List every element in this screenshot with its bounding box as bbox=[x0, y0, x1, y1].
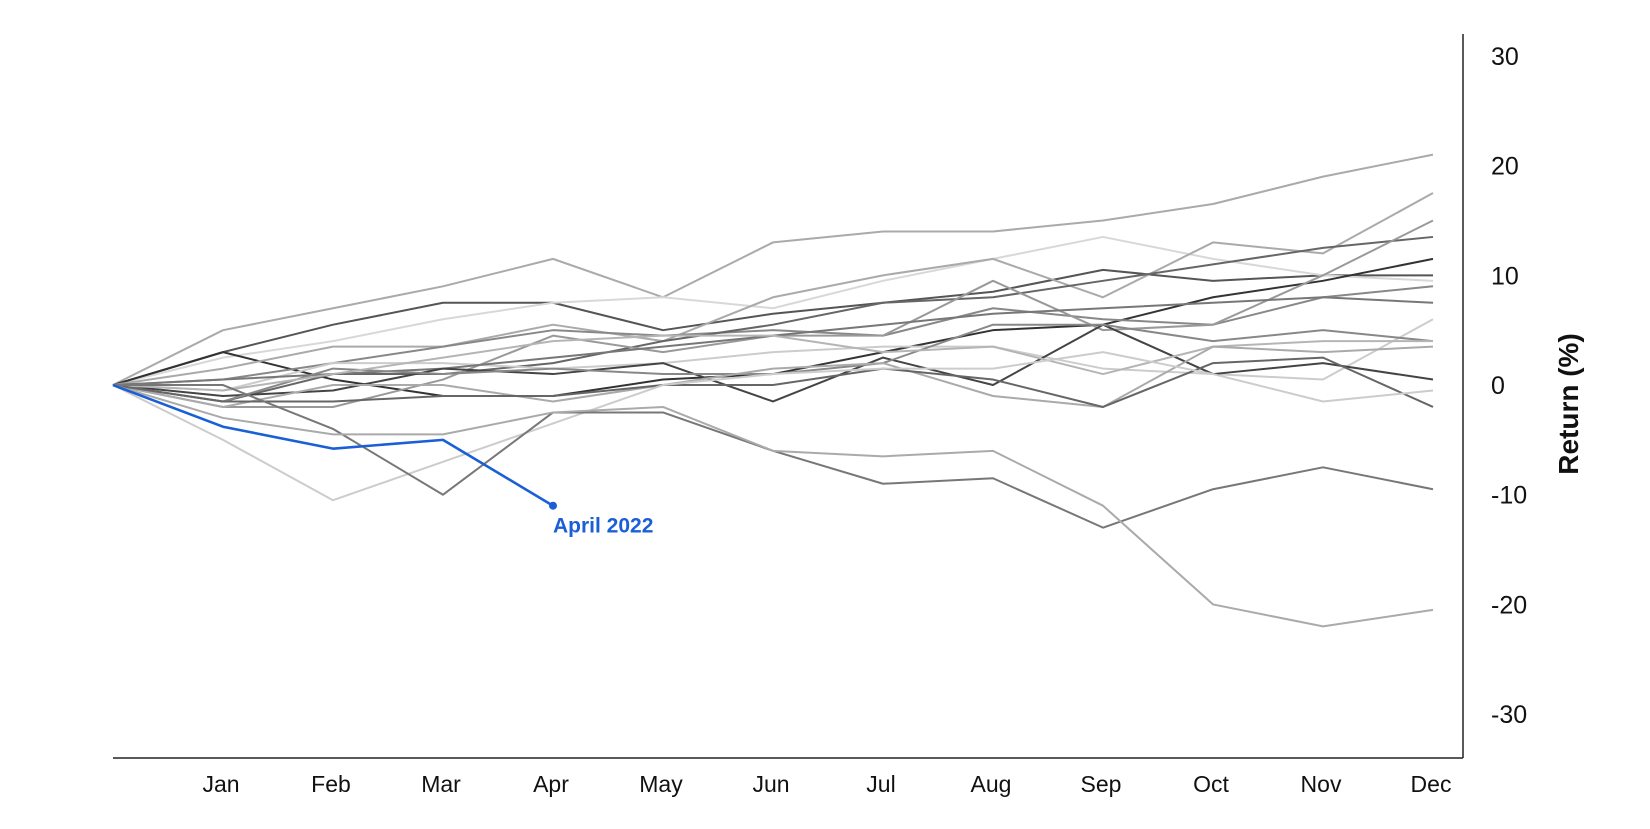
x-tick-label: Jul bbox=[866, 771, 895, 797]
x-tick-label: Oct bbox=[1193, 771, 1229, 797]
x-tick-label: Sep bbox=[1081, 771, 1122, 797]
highlight-layer bbox=[112, 383, 557, 510]
x-tick-label: May bbox=[639, 771, 683, 797]
series-layer bbox=[112, 153, 1434, 628]
x-tick-label: Jun bbox=[752, 771, 789, 797]
y-tick-labels: 30 20 10 0 -10 -20 -30 bbox=[1491, 43, 1527, 729]
x-tick-label: Feb bbox=[311, 771, 351, 797]
y-tick-label: 0 bbox=[1491, 372, 1505, 400]
series-line-15 bbox=[112, 356, 1434, 408]
series-line-1 bbox=[112, 153, 1434, 386]
x-tick-label: Mar bbox=[421, 771, 461, 797]
y-tick-label: 10 bbox=[1491, 262, 1519, 290]
y-tick-label: -10 bbox=[1491, 482, 1527, 510]
x-tick-label: Aug bbox=[971, 771, 1012, 797]
y-tick-label: 20 bbox=[1491, 153, 1519, 181]
series-line-3 bbox=[112, 235, 1434, 387]
x-tick-label: Dec bbox=[1411, 771, 1452, 797]
series-line-2 bbox=[112, 268, 1433, 386]
x-tick-label: Jan bbox=[202, 771, 239, 797]
x-tick-label: Nov bbox=[1301, 771, 1342, 797]
highlight-series-line bbox=[112, 383, 554, 507]
series-line-16 bbox=[112, 351, 1434, 502]
y-tick-label: 30 bbox=[1491, 43, 1519, 71]
y-axis-label: Return (%) bbox=[1553, 333, 1584, 475]
y-tick-label: -30 bbox=[1491, 701, 1527, 729]
series-line-18 bbox=[112, 384, 1434, 628]
highlight-end-point bbox=[549, 501, 557, 510]
y-tick-label: -20 bbox=[1491, 591, 1527, 619]
highlight-series-label: April 2022 bbox=[553, 515, 653, 538]
x-tick-label: Apr bbox=[533, 771, 569, 797]
axes-layer bbox=[113, 34, 1464, 759]
series-line-14 bbox=[112, 345, 1434, 408]
x-tick-labels: Jan Feb Mar Apr May Jun Jul Aug Sep Oct Nov Dec bbox=[202, 771, 1451, 797]
series-line-5 bbox=[112, 192, 1434, 387]
